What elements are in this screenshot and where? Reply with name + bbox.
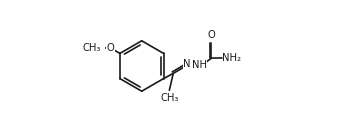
Text: O: O bbox=[107, 43, 115, 53]
Text: CH₃: CH₃ bbox=[160, 93, 179, 103]
Text: O: O bbox=[207, 30, 215, 41]
Text: NH: NH bbox=[192, 60, 206, 70]
Text: NH₂: NH₂ bbox=[222, 53, 241, 63]
Text: CH₃: CH₃ bbox=[82, 43, 101, 53]
Text: N: N bbox=[183, 59, 191, 69]
